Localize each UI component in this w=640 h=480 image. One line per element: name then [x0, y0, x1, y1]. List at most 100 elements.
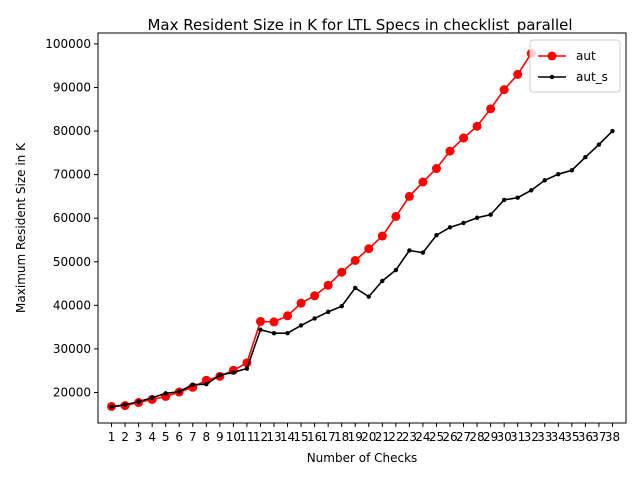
data-point-aut_s [434, 232, 439, 238]
data-point-aut [283, 311, 293, 321]
data-point-aut_s [312, 316, 317, 321]
x-tick-label: 21 [375, 430, 390, 444]
y-tick-label: 70000 [53, 168, 91, 182]
data-point-aut [337, 267, 347, 277]
x-axis-label: Number of Checks [307, 451, 418, 465]
data-point-aut [486, 104, 496, 114]
legend-marker [547, 51, 557, 61]
x-tick-label: 7 [189, 430, 197, 444]
x-tick-label: 38 [605, 430, 620, 444]
x-tick-label: 9 [216, 430, 224, 444]
x-axis: 1 2 3 4 5 6 7 8 9 1011121314151617181920212223242… [108, 423, 620, 444]
data-point-aut_s [447, 225, 453, 230]
data-point-aut_s [583, 154, 588, 160]
data-point-aut [499, 85, 509, 95]
legend-label: aut [576, 49, 596, 63]
y-tick-label: 60000 [53, 211, 91, 225]
series-layer [107, 48, 615, 411]
data-point-aut_s [610, 128, 615, 134]
x-tick-label: 16 [307, 430, 322, 444]
x-tick-label: 14 [280, 430, 295, 444]
x-tick-label: 19 [348, 430, 363, 444]
x-tick-label: 2 [121, 430, 129, 444]
data-point-aut_s [231, 370, 236, 375]
data-point-aut_s [366, 294, 371, 299]
data-point-aut [255, 316, 265, 326]
data-point-aut [391, 211, 401, 221]
data-point-aut_s [258, 327, 263, 332]
series-aut [107, 48, 536, 411]
data-point-aut [404, 191, 414, 201]
data-point-aut [323, 280, 333, 290]
x-tick-label: 17 [321, 430, 336, 444]
x-tick-label: 8 [202, 430, 210, 444]
x-tick-label: 24 [415, 430, 430, 444]
x-tick-label: 23 [402, 430, 417, 444]
x-tick-label: 34 [551, 430, 566, 444]
x-tick-label: 4 [148, 430, 156, 444]
x-tick-label: 22 [388, 430, 403, 444]
data-point-aut_s [217, 372, 223, 378]
data-point-aut [459, 133, 469, 143]
plot-area [97, 32, 627, 424]
data-point-aut_s [393, 267, 399, 273]
data-point-aut_s [556, 171, 561, 177]
series-aut_s [109, 128, 615, 410]
data-point-aut_s [420, 250, 426, 255]
data-point-aut_s [163, 391, 168, 396]
data-point-aut [296, 298, 306, 308]
x-tick-label: 15 [293, 430, 308, 444]
y-tick-label: 100000 [45, 37, 91, 51]
data-point-aut_s [190, 382, 195, 387]
x-tick-label: 27 [456, 430, 471, 444]
y-tick-label: 40000 [53, 298, 91, 312]
data-point-aut_s [285, 331, 290, 336]
x-tick-label: 10 [226, 430, 241, 444]
y-tick-label: 80000 [53, 124, 91, 138]
x-tick-label: 5 [162, 430, 170, 444]
data-point-aut_s [339, 304, 344, 309]
data-point-aut_s [407, 248, 412, 253]
data-point-aut_s [542, 178, 547, 183]
data-point-aut_s [298, 323, 304, 328]
x-tick-label: 13 [266, 430, 281, 444]
data-point-aut_s [122, 402, 128, 407]
legend-marker [549, 74, 555, 80]
y-tick-label: 50000 [53, 255, 91, 269]
x-tick-label: 1 [108, 430, 116, 444]
data-point-aut_s [515, 195, 520, 200]
x-tick-label: 26 [442, 430, 457, 444]
data-point-aut [350, 255, 360, 265]
data-point-aut_s [325, 309, 331, 315]
x-tick-label: 12 [253, 430, 268, 444]
data-point-aut [377, 231, 387, 241]
data-point-aut_s [529, 188, 534, 193]
data-point-aut_s [380, 278, 385, 284]
y-tick-label: 20000 [53, 385, 91, 399]
x-tick-label: 3 [135, 430, 143, 444]
legend-item-aut_s: aut_s [538, 70, 608, 84]
data-point-aut_s [596, 142, 602, 147]
data-point-aut_s [271, 331, 277, 336]
legend-item-aut: aut [538, 49, 596, 63]
data-point-aut_s [461, 220, 466, 226]
data-point-aut [431, 164, 441, 174]
data-point-aut_s [569, 168, 575, 173]
x-tick-label: 30 [497, 430, 512, 444]
data-point-aut_s [501, 197, 507, 203]
x-tick-label: 36 [578, 430, 593, 444]
legend-box [529, 39, 621, 93]
x-tick-label: 28 [469, 430, 484, 444]
y-tick-label: 30000 [53, 342, 91, 356]
data-point-aut [472, 121, 482, 131]
data-point-aut [310, 291, 320, 301]
data-point-aut_s [474, 215, 480, 220]
data-point-aut [513, 69, 523, 79]
data-point-aut [418, 177, 428, 187]
data-point-aut_s [244, 366, 250, 371]
data-point-aut_s [149, 395, 155, 400]
data-point-aut [445, 146, 455, 156]
y-tick-label: 90000 [53, 80, 91, 94]
x-tick-label: 35 [564, 430, 579, 444]
x-tick-label: 18 [334, 430, 349, 444]
